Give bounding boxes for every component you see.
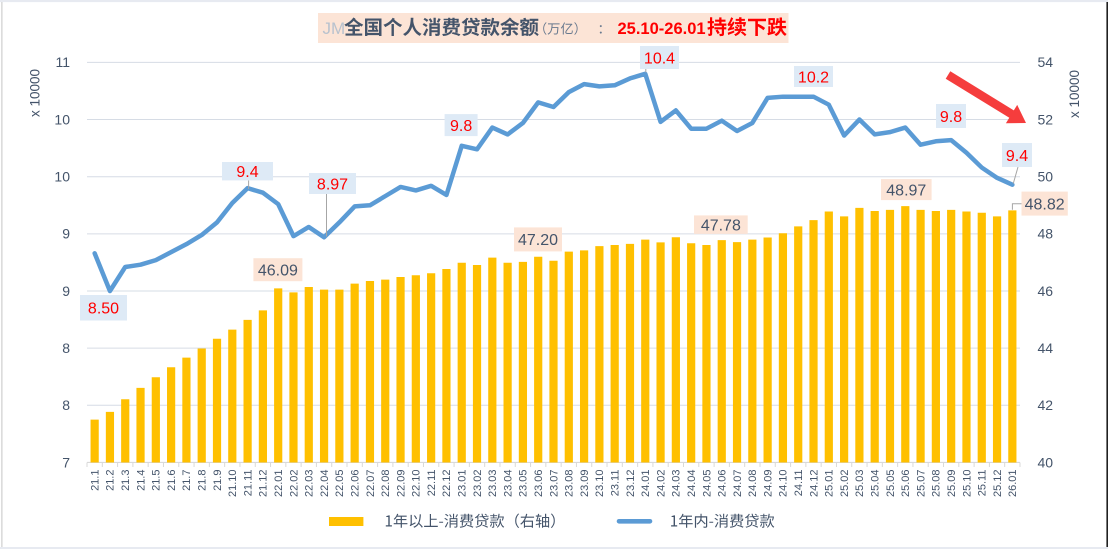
svg-text:24.03: 24.03 [671, 470, 683, 498]
svg-text:23.08: 23.08 [564, 470, 576, 498]
svg-text:25.04: 25.04 [870, 470, 882, 498]
svg-text:21.4: 21.4 [135, 470, 147, 491]
svg-text:25.10: 25.10 [961, 470, 973, 498]
svg-text:10.4: 10.4 [644, 50, 675, 67]
svg-text:22.07: 22.07 [365, 470, 377, 498]
svg-text:8.97: 8.97 [317, 176, 348, 193]
svg-text:9: 9 [62, 283, 70, 299]
svg-text:8.50: 8.50 [88, 301, 119, 318]
svg-text:23.05: 23.05 [518, 470, 530, 498]
svg-text:7: 7 [62, 454, 70, 470]
svg-text:x 10000: x 10000 [1067, 70, 1082, 118]
svg-text:23.06: 23.06 [533, 470, 545, 498]
svg-text:9.8: 9.8 [940, 109, 962, 126]
svg-text:48: 48 [1038, 226, 1054, 242]
svg-text:24.11: 24.11 [793, 470, 805, 497]
svg-text:JM: JM [323, 19, 346, 38]
svg-text:21.7: 21.7 [181, 470, 193, 491]
svg-text:42: 42 [1038, 397, 1054, 413]
svg-text:25.07: 25.07 [915, 470, 927, 498]
svg-text:10.2: 10.2 [798, 69, 829, 86]
svg-text:25.10-26.01: 25.10-26.01 [618, 20, 706, 38]
svg-text:21.11: 21.11 [242, 470, 254, 497]
svg-text:24.04: 24.04 [686, 470, 698, 498]
svg-text:25.05: 25.05 [885, 470, 897, 498]
svg-text:52: 52 [1038, 111, 1054, 127]
svg-text:25.02: 25.02 [839, 470, 851, 498]
svg-text:21.3: 21.3 [120, 470, 132, 491]
svg-text:23.07: 23.07 [548, 470, 560, 498]
svg-text:24.09: 24.09 [762, 470, 774, 498]
svg-text:21.2: 21.2 [105, 470, 117, 491]
svg-text:22.12: 22.12 [441, 470, 453, 498]
svg-text:9.8: 9.8 [450, 118, 472, 135]
svg-text:22.08: 22.08 [380, 470, 392, 498]
svg-text:22.03: 22.03 [304, 470, 316, 498]
svg-text:25.01: 25.01 [824, 470, 836, 498]
svg-text:24.12: 24.12 [808, 470, 820, 498]
svg-text:48.82: 48.82 [1025, 196, 1065, 213]
svg-text:23.04: 23.04 [502, 470, 514, 498]
svg-text:21.9: 21.9 [212, 470, 224, 491]
svg-text:24.10: 24.10 [778, 470, 790, 498]
svg-text:22.10: 22.10 [411, 470, 423, 498]
svg-text:22.05: 22.05 [334, 470, 346, 498]
svg-text:24.05: 24.05 [701, 470, 713, 498]
svg-text:23.01: 23.01 [457, 470, 469, 498]
svg-text:23.11: 23.11 [609, 470, 621, 497]
svg-text:21.6: 21.6 [166, 470, 178, 491]
svg-text:23.10: 23.10 [594, 470, 606, 498]
svg-text:50: 50 [1038, 169, 1054, 185]
svg-text:21.5: 21.5 [151, 470, 163, 491]
svg-text:23.02: 23.02 [472, 470, 484, 498]
svg-text:8: 8 [62, 340, 70, 356]
svg-text:25.03: 25.03 [854, 470, 866, 498]
svg-text:21.1: 21.1 [89, 470, 101, 491]
svg-text:24.08: 24.08 [747, 470, 759, 498]
svg-text:24.06: 24.06 [717, 470, 729, 498]
svg-text:47.78: 47.78 [701, 217, 741, 234]
svg-text:9: 9 [62, 226, 70, 242]
svg-text:22.01: 22.01 [273, 470, 285, 498]
svg-text:40: 40 [1038, 454, 1054, 470]
svg-text:21.10: 21.10 [227, 470, 239, 498]
svg-text:9.4: 9.4 [1006, 148, 1028, 165]
svg-text:25.11: 25.11 [977, 470, 989, 497]
svg-text:22.02: 22.02 [288, 470, 300, 498]
svg-text:23.12: 23.12 [625, 470, 637, 498]
svg-text:21.8: 21.8 [197, 470, 209, 491]
svg-text:44: 44 [1038, 340, 1054, 356]
svg-text:23.03: 23.03 [487, 470, 499, 498]
svg-text:54: 54 [1038, 54, 1054, 70]
svg-text:24.07: 24.07 [732, 470, 744, 498]
svg-text:8: 8 [62, 397, 70, 413]
svg-text:22.04: 22.04 [319, 470, 331, 498]
svg-text:x 10000: x 10000 [28, 69, 43, 117]
svg-text:26.01: 26.01 [1007, 470, 1019, 498]
svg-text:25.08: 25.08 [931, 470, 943, 498]
svg-text:24.01: 24.01 [640, 470, 652, 498]
svg-text:46.09: 46.09 [258, 262, 298, 279]
svg-text:25.06: 25.06 [900, 470, 912, 498]
svg-text:46: 46 [1038, 283, 1054, 299]
svg-text:25.12: 25.12 [992, 470, 1004, 498]
svg-text:22.09: 22.09 [395, 470, 407, 498]
svg-text:24.02: 24.02 [655, 470, 667, 498]
svg-text:9.4: 9.4 [236, 164, 258, 181]
svg-text:21.12: 21.12 [258, 470, 270, 498]
svg-text:22.11: 22.11 [426, 470, 438, 497]
svg-text:10: 10 [54, 169, 70, 185]
svg-text:25.09: 25.09 [946, 470, 958, 498]
svg-text:10: 10 [54, 111, 70, 127]
svg-text:47.20: 47.20 [518, 232, 558, 249]
svg-text:11: 11 [55, 54, 70, 70]
svg-text:23.09: 23.09 [579, 470, 591, 498]
svg-text:48.97: 48.97 [886, 182, 926, 199]
svg-text:22.06: 22.06 [349, 470, 361, 498]
